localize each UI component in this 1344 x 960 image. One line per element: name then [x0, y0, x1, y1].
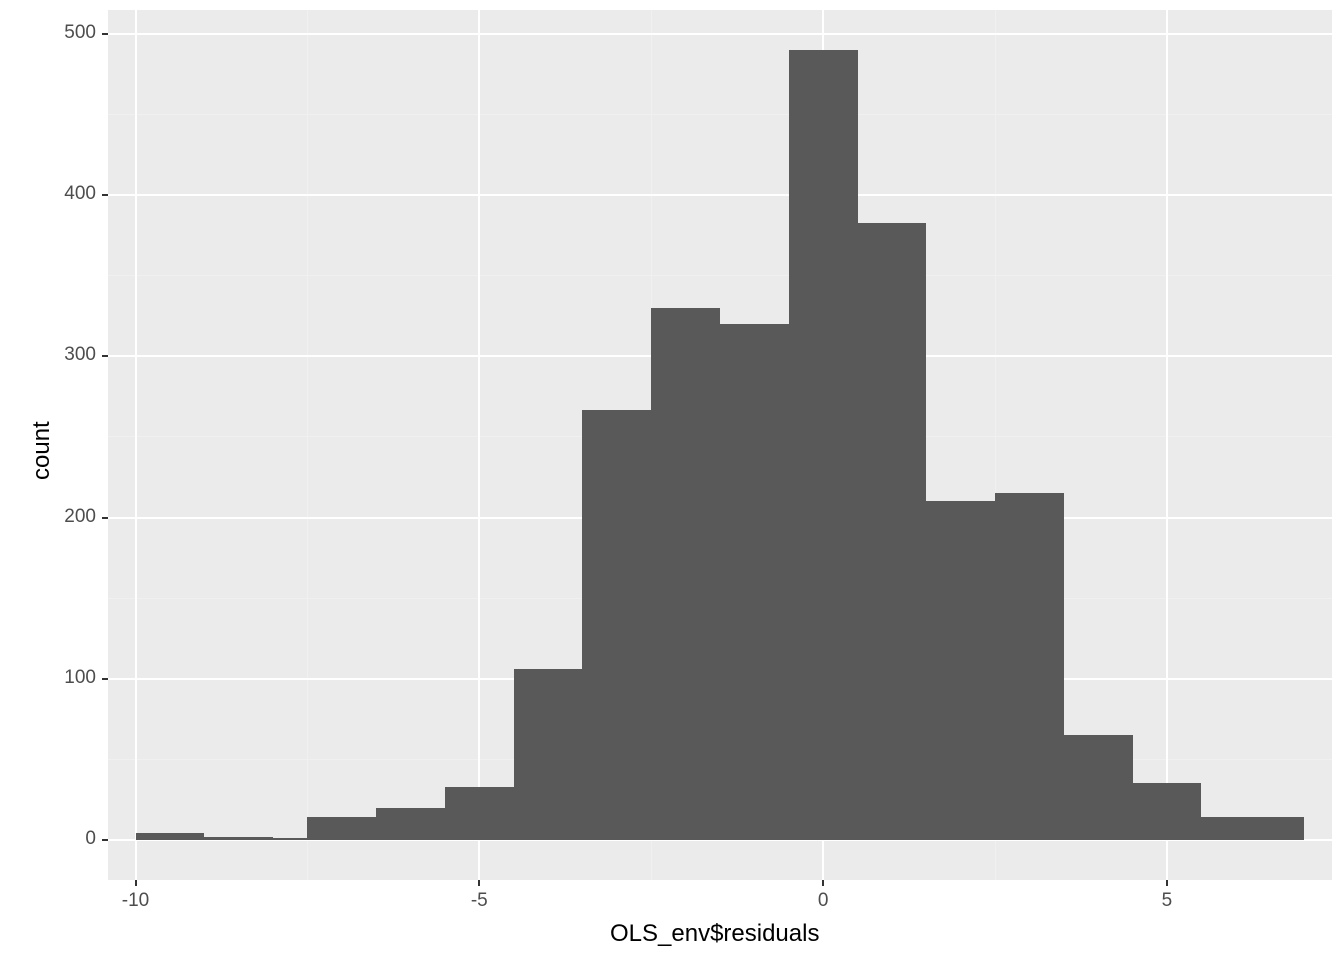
- grid-line-major-h: [108, 33, 1332, 35]
- plot-panel: [108, 10, 1332, 880]
- histogram-bar: [926, 501, 995, 839]
- y-tick-label: 300: [64, 344, 96, 366]
- y-axis-title: count: [28, 421, 56, 480]
- y-tick-mark: [102, 839, 108, 841]
- histogram-bar: [376, 808, 445, 840]
- histogram-bar: [1236, 817, 1305, 840]
- y-tick-mark: [102, 678, 108, 680]
- grid-line-major-v: [135, 10, 137, 880]
- histogram-chart: 0 100 200 300 400 500 -10 -5 0 5 count OLS_env$r…: [0, 0, 1344, 960]
- histogram-bar: [1133, 783, 1202, 839]
- x-tick-label: 5: [1137, 890, 1197, 912]
- y-tick-label: 500: [64, 22, 96, 44]
- x-tick-mark: [135, 880, 137, 886]
- x-tick-mark: [822, 880, 824, 886]
- grid-line-minor-h: [108, 275, 1332, 276]
- histogram-bar: [720, 324, 789, 840]
- histogram-bar: [136, 833, 205, 839]
- histogram-bar: [1064, 735, 1133, 840]
- x-tick-label: -10: [106, 890, 166, 912]
- x-tick-label: -5: [449, 890, 509, 912]
- histogram-bar: [445, 787, 514, 840]
- histogram-bar: [307, 817, 376, 840]
- histogram-bar: [582, 410, 651, 840]
- x-tick-mark: [478, 880, 480, 886]
- y-tick-mark: [102, 355, 108, 357]
- grid-line-major-h: [108, 194, 1332, 196]
- histogram-bar: [514, 669, 583, 840]
- grid-line-major-v: [478, 10, 480, 880]
- y-tick-label: 400: [64, 183, 96, 205]
- histogram-bar: [651, 308, 720, 840]
- x-tick-mark: [1166, 880, 1168, 886]
- grid-line-minor-v: [307, 10, 308, 880]
- y-tick-mark: [102, 194, 108, 196]
- y-tick-label: 100: [64, 667, 96, 689]
- y-tick-label: 200: [64, 506, 96, 528]
- y-tick-label: 0: [85, 828, 96, 850]
- grid-line-minor-h: [108, 114, 1332, 115]
- y-tick-mark: [102, 33, 108, 35]
- histogram-bar: [995, 493, 1064, 839]
- histogram-bar: [204, 837, 273, 840]
- grid-line-major-v: [1166, 10, 1168, 880]
- x-axis-title: OLS_env$residuals: [610, 920, 819, 948]
- histogram-bar: [858, 223, 927, 840]
- histogram-bar: [789, 50, 858, 839]
- y-tick-mark: [102, 517, 108, 519]
- x-tick-label: 0: [793, 890, 853, 912]
